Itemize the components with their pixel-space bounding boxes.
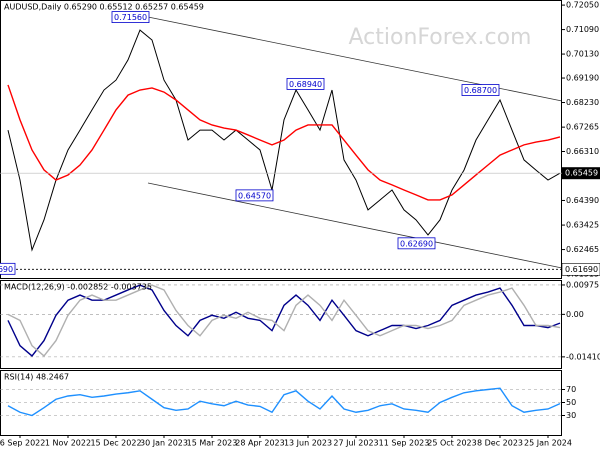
panel-title: MACD(12,26,9) -0.002852 -0.003735 xyxy=(4,283,152,292)
x-tick-label: 13 Jun 2023 xyxy=(284,439,332,448)
annotation-box xyxy=(461,84,500,96)
panel-title: AUDUSD,Daily 0.65290 0.65512 0.65257 0.6… xyxy=(4,3,204,12)
series-line xyxy=(7,84,561,201)
y-tick-label: 0.62465 xyxy=(566,245,599,254)
last-price-label: 0.65459 xyxy=(565,169,598,178)
series-line xyxy=(7,284,561,357)
y-tick-label: 0.68230 xyxy=(566,98,599,107)
y-tick-label: 0.66310 xyxy=(566,147,599,156)
x-tick-label: 25 Jan 2024 xyxy=(524,439,572,448)
annotation-box xyxy=(111,11,150,23)
x-tick-label: 27 Jul 2023 xyxy=(333,439,378,448)
x-tick-label: 15 Mar 2023 xyxy=(187,439,238,448)
y-tick-label: 0.00 xyxy=(566,310,584,319)
y-tick-label: 0.72050 xyxy=(566,1,599,10)
annotation-box xyxy=(235,189,274,202)
x-tick-label: 16 Sep 2022 xyxy=(0,439,45,448)
y-tick-label: 30 xyxy=(566,411,576,420)
channel-lower xyxy=(147,182,563,269)
y-tick-label: 0.009751 xyxy=(566,280,600,289)
x-tick-label: 1 Nov 2022 xyxy=(45,439,91,448)
x-tick-label: 25 Oct 2023 xyxy=(427,439,476,448)
x-tick-label: 8 Dec 2023 xyxy=(477,439,523,448)
x-tick-label: 28 Apr 2023 xyxy=(235,439,284,448)
y-tick-label: 0.63425 xyxy=(566,221,599,230)
support-box xyxy=(561,263,600,276)
panel-title: RSI(14) 48.2467 xyxy=(4,373,69,382)
y-tick-label: -0.014107 xyxy=(566,352,600,361)
annotation-box xyxy=(286,78,325,90)
series-line xyxy=(7,284,561,357)
y-tick-label: 0.64390 xyxy=(566,196,599,205)
annotation-label: 0.68940 xyxy=(289,80,322,89)
last-price-box xyxy=(562,167,600,180)
series-line xyxy=(7,29,561,252)
panel-frame xyxy=(0,0,562,279)
y-tick-label: 70 xyxy=(566,385,576,394)
price-plot xyxy=(7,29,561,252)
annotation-label: 0.71560 xyxy=(114,13,147,22)
y-tick-label: 0.70130 xyxy=(566,50,599,59)
watermark: ActionForex.com xyxy=(349,25,532,50)
panel-frame xyxy=(0,280,562,369)
annotation-label: 0.61690 xyxy=(0,265,13,274)
series-line xyxy=(7,387,561,417)
annotation-box xyxy=(0,262,16,275)
annotation-label: 0.68700 xyxy=(464,86,497,95)
y-tick-label: 0.67265 xyxy=(566,123,599,132)
y-tick-label: 50 xyxy=(566,398,576,407)
annotation-label: 0.62690 xyxy=(400,239,433,248)
panel-frame xyxy=(0,370,562,436)
annotation-label: 0.64570 xyxy=(238,191,271,200)
y-tick-label: 0.69190 xyxy=(566,74,599,83)
x-tick-label: 11 Sep 2023 xyxy=(379,439,430,448)
support-label: 0.61690 xyxy=(565,265,598,274)
x-tick-label: 30 Jan 2023 xyxy=(140,439,188,448)
x-tick-label: 15 Dec 2022 xyxy=(90,439,141,448)
y-tick-label: 0.71090 xyxy=(566,25,599,34)
annotation-box xyxy=(397,237,436,250)
